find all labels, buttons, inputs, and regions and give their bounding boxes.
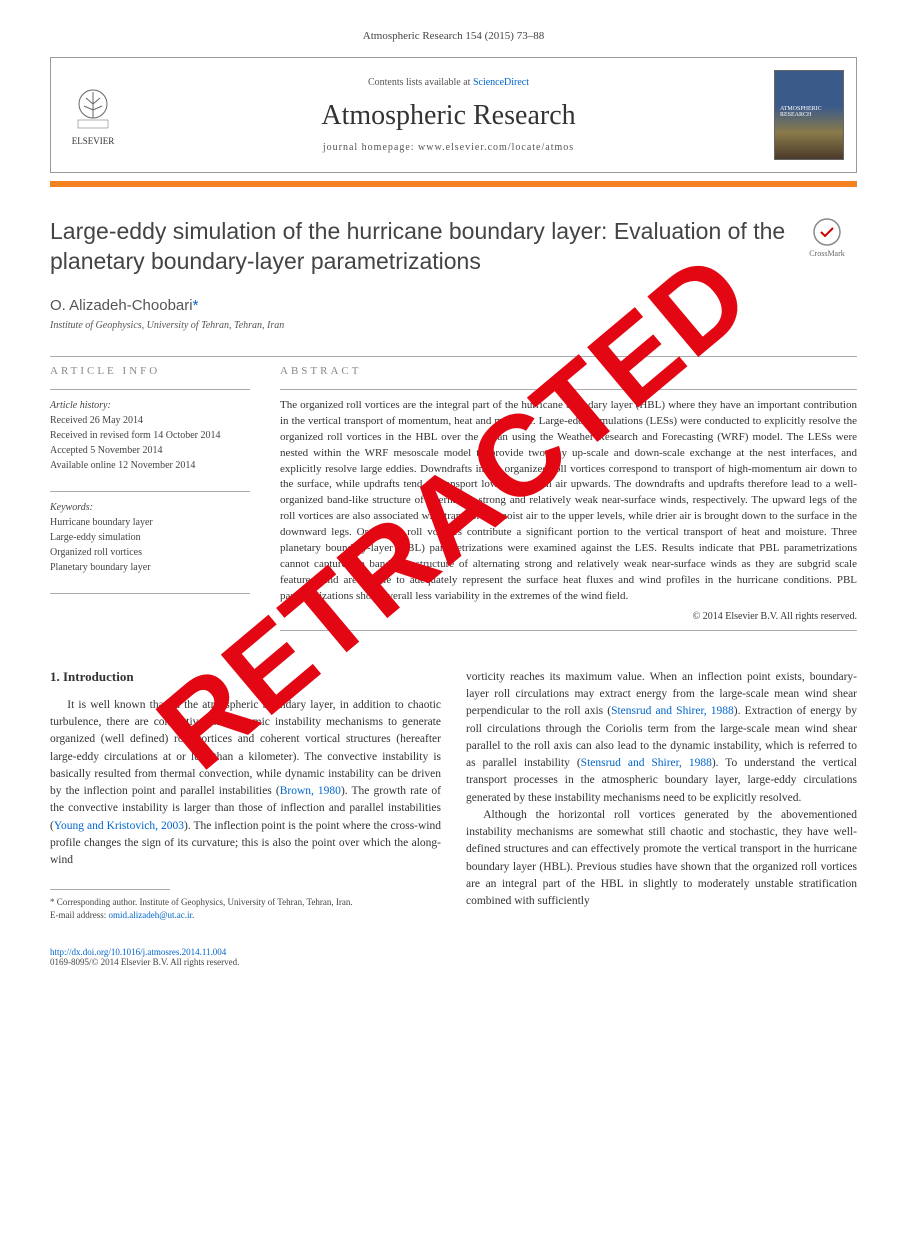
- crossmark-badge[interactable]: CrossMark: [797, 217, 857, 258]
- divider: [280, 630, 857, 631]
- crossmark-label: CrossMark: [797, 249, 857, 258]
- author-line: O. Alizadeh-Choobari*: [50, 297, 857, 314]
- publisher-name: ELSEVIER: [72, 136, 115, 146]
- page-footer: http://dx.doi.org/10.1016/j.atmosres.201…: [50, 947, 857, 967]
- citation-link[interactable]: Stensrud and Shirer, 1988: [581, 757, 712, 769]
- history-label: Article history:: [50, 398, 250, 413]
- citation-link[interactable]: Stensrud and Shirer, 1988: [611, 705, 734, 717]
- citation-link[interactable]: Young and Kristovich, 2003: [54, 820, 184, 832]
- author-name: O. Alizadeh-Choobari: [50, 297, 193, 314]
- divider: [50, 593, 250, 594]
- cover-label: ATMOSPHERIC RESEARCH: [780, 106, 843, 118]
- issn-copyright: 0169-8095/© 2014 Elsevier B.V. All right…: [50, 957, 239, 967]
- corresponding-footnote: * Corresponding author. Institute of Geo…: [50, 896, 441, 909]
- history-item: Received 26 May 2014: [50, 413, 250, 428]
- abstract-column: ABSTRACT The organized roll vortices are…: [280, 365, 857, 639]
- intro-para-1: It is well known that in the atmospheric…: [50, 697, 441, 870]
- article-info-column: ARTICLE INFO Article history: Received 2…: [50, 365, 250, 639]
- journal-header-box: ELSEVIER Contents lists available at Sci…: [50, 57, 857, 173]
- homepage-line: journal homepage: www.elsevier.com/locat…: [138, 142, 759, 153]
- journal-name: Atmospheric Research: [138, 100, 759, 132]
- keyword: Organized roll vortices: [50, 545, 250, 560]
- doi-link[interactable]: http://dx.doi.org/10.1016/j.atmosres.201…: [50, 947, 226, 957]
- left-column: 1. Introduction It is well known that in…: [50, 669, 441, 922]
- email-label: E-mail address:: [50, 910, 108, 920]
- email-link[interactable]: omid.alizadeh@ut.ac.ir: [108, 910, 192, 920]
- article-history: Article history: Received 26 May 2014 Re…: [50, 398, 250, 473]
- history-item: Available online 12 November 2014: [50, 458, 250, 473]
- intro-heading: 1. Introduction: [50, 669, 441, 685]
- footnote-rule: [50, 889, 170, 890]
- homepage-prefix: journal homepage:: [323, 142, 418, 153]
- journal-reference: Atmospheric Research 154 (2015) 73–88: [50, 30, 857, 42]
- article-info-label: ARTICLE INFO: [50, 365, 250, 377]
- history-item: Received in revised form 14 October 2014: [50, 428, 250, 443]
- intro-para-2: vorticity reaches its maximum value. Whe…: [466, 669, 857, 807]
- abstract-label: ABSTRACT: [280, 365, 857, 377]
- article-title: Large-eddy simulation of the hurricane b…: [50, 217, 857, 277]
- contents-prefix: Contents lists available at: [368, 77, 473, 88]
- citation-link[interactable]: Brown, 1980: [280, 785, 341, 797]
- text: It is well known that in the atmospheric…: [50, 699, 441, 797]
- abstract-text: The organized roll vortices are the inte…: [280, 398, 857, 605]
- orange-divider: [50, 181, 857, 187]
- journal-cover-thumbnail: ATMOSPHERIC RESEARCH: [774, 70, 844, 160]
- crossmark-icon: [812, 217, 842, 247]
- sciencedirect-link[interactable]: ScienceDirect: [473, 77, 529, 88]
- contents-line: Contents lists available at ScienceDirec…: [138, 77, 759, 88]
- keyword: Large-eddy simulation: [50, 530, 250, 545]
- elsevier-logo: ELSEVIER: [63, 80, 123, 150]
- keywords-label: Keywords:: [50, 500, 250, 515]
- elsevier-tree-icon: [68, 84, 118, 134]
- divider: [50, 491, 250, 492]
- history-item: Accepted 5 November 2014: [50, 443, 250, 458]
- corresponding-mark: *: [193, 297, 199, 314]
- divider: [50, 389, 250, 390]
- keyword: Planetary boundary layer: [50, 560, 250, 575]
- keywords-block: Keywords: Hurricane boundary layer Large…: [50, 500, 250, 575]
- right-column: vorticity reaches its maximum value. Whe…: [466, 669, 857, 922]
- homepage-url: www.elsevier.com/locate/atmos: [418, 142, 574, 153]
- email-footnote: E-mail address: omid.alizadeh@ut.ac.ir.: [50, 909, 441, 922]
- divider: [50, 356, 857, 357]
- intro-para-3: Although the horizontal roll vortices ge…: [466, 807, 857, 911]
- affiliation: Institute of Geophysics, University of T…: [50, 320, 857, 331]
- body-columns: 1. Introduction It is well known that in…: [50, 669, 857, 922]
- divider: [280, 389, 857, 390]
- keyword: Hurricane boundary layer: [50, 515, 250, 530]
- info-abstract-row: ARTICLE INFO Article history: Received 2…: [50, 365, 857, 639]
- header-center: Contents lists available at ScienceDirec…: [138, 77, 759, 153]
- abstract-copyright: © 2014 Elsevier B.V. All rights reserved…: [280, 611, 857, 622]
